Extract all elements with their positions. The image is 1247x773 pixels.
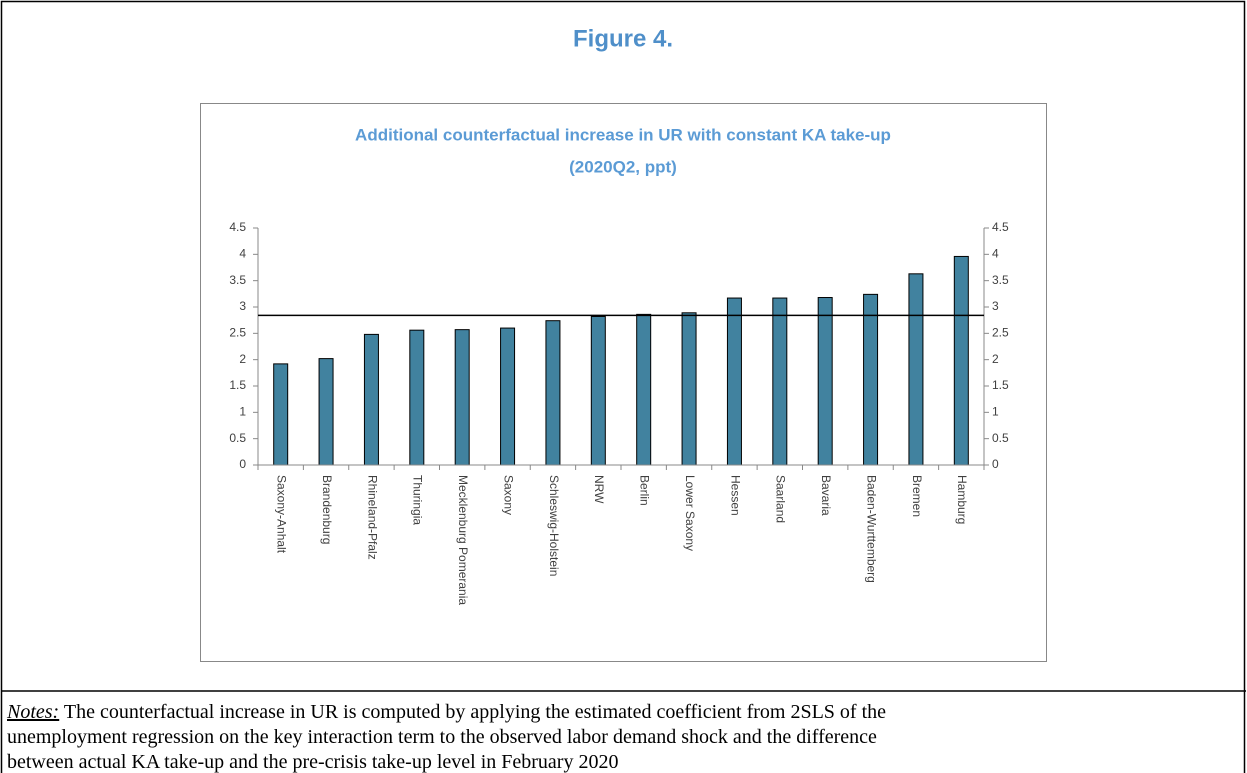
bar (908, 273, 924, 466)
notes-line: between actual KA take-up and the pre-cr… (7, 751, 618, 773)
bar (636, 313, 652, 466)
y-tick-label: 0.5 (229, 431, 246, 445)
y2-tick-label: 2.5 (992, 326, 1009, 340)
y2-tick-label: 4.5 (992, 220, 1009, 234)
bar (500, 327, 516, 466)
bar (454, 329, 470, 466)
notes-line: Notes: The counterfactual increase in UR… (6, 701, 886, 723)
bar (863, 293, 879, 466)
bar (726, 297, 742, 466)
y-tick-label: 4 (239, 247, 246, 261)
bar (363, 333, 379, 466)
bar (590, 315, 606, 466)
bar (817, 297, 833, 466)
bar (318, 358, 334, 466)
x-tick-label: NRW (592, 475, 606, 504)
x-tick-label: Lower Saxony (683, 475, 697, 551)
y-tick-label: 2 (239, 352, 246, 366)
x-tick-label: Mecklenburg Pomerania (456, 475, 470, 605)
figure-title: Figure 4. (573, 25, 673, 52)
x-tick-label: Baden-Wurttemberg (864, 475, 878, 583)
notes-text: The counterfactual increase in UR is com… (59, 701, 886, 723)
notes-line: unemployment regression on the key inter… (7, 726, 877, 748)
y2-tick-label: 0 (992, 457, 999, 471)
x-tick-label: Saarland (774, 475, 788, 523)
x-tick-label: Bavaria (819, 475, 833, 516)
x-tick-label: Thuringia (411, 475, 425, 525)
y2-tick-label: 0.5 (992, 431, 1009, 445)
y2-tick-label: 1.5 (992, 378, 1009, 392)
bar (953, 255, 969, 466)
x-tick-label: Schleswig-Holstein (547, 475, 561, 576)
x-tick-label: Brandenburg (320, 475, 334, 544)
bar (772, 297, 788, 466)
x-tick-label: Rhineland-Pfalz (365, 475, 379, 560)
x-tick-label: Hessen (728, 475, 742, 516)
y-tick-label: 2.5 (229, 326, 246, 340)
notes-label: Notes: (6, 701, 59, 723)
y-tick-label: 3 (239, 299, 246, 313)
bar (681, 312, 697, 466)
chart-title: Additional counterfactual increase in UR… (355, 125, 891, 144)
y2-tick-label: 4 (992, 247, 999, 261)
y-tick-label: 3.5 (229, 273, 246, 287)
y2-tick-label: 2 (992, 352, 999, 366)
y2-tick-label: 3.5 (992, 273, 1009, 287)
y-tick-label: 1 (239, 405, 246, 419)
y2-tick-label: 3 (992, 299, 999, 313)
chart-frame (200, 103, 1047, 662)
bar (409, 329, 425, 466)
y2-tick-label: 1 (992, 405, 999, 419)
x-tick-label: Berlin (638, 475, 652, 506)
y-tick-label: 0 (239, 457, 246, 471)
bar (545, 320, 561, 466)
y-tick-label: 4.5 (229, 220, 246, 234)
chart-subtitle: (2020Q2, ppt) (569, 157, 677, 176)
x-tick-label: Saxony-Anhalt (275, 475, 289, 554)
x-tick-label: Hamburg (955, 475, 969, 524)
y-tick-label: 1.5 (229, 378, 246, 392)
bar (273, 363, 289, 466)
x-tick-label: Saxony (501, 475, 515, 515)
x-tick-label: Bremen (910, 475, 924, 517)
